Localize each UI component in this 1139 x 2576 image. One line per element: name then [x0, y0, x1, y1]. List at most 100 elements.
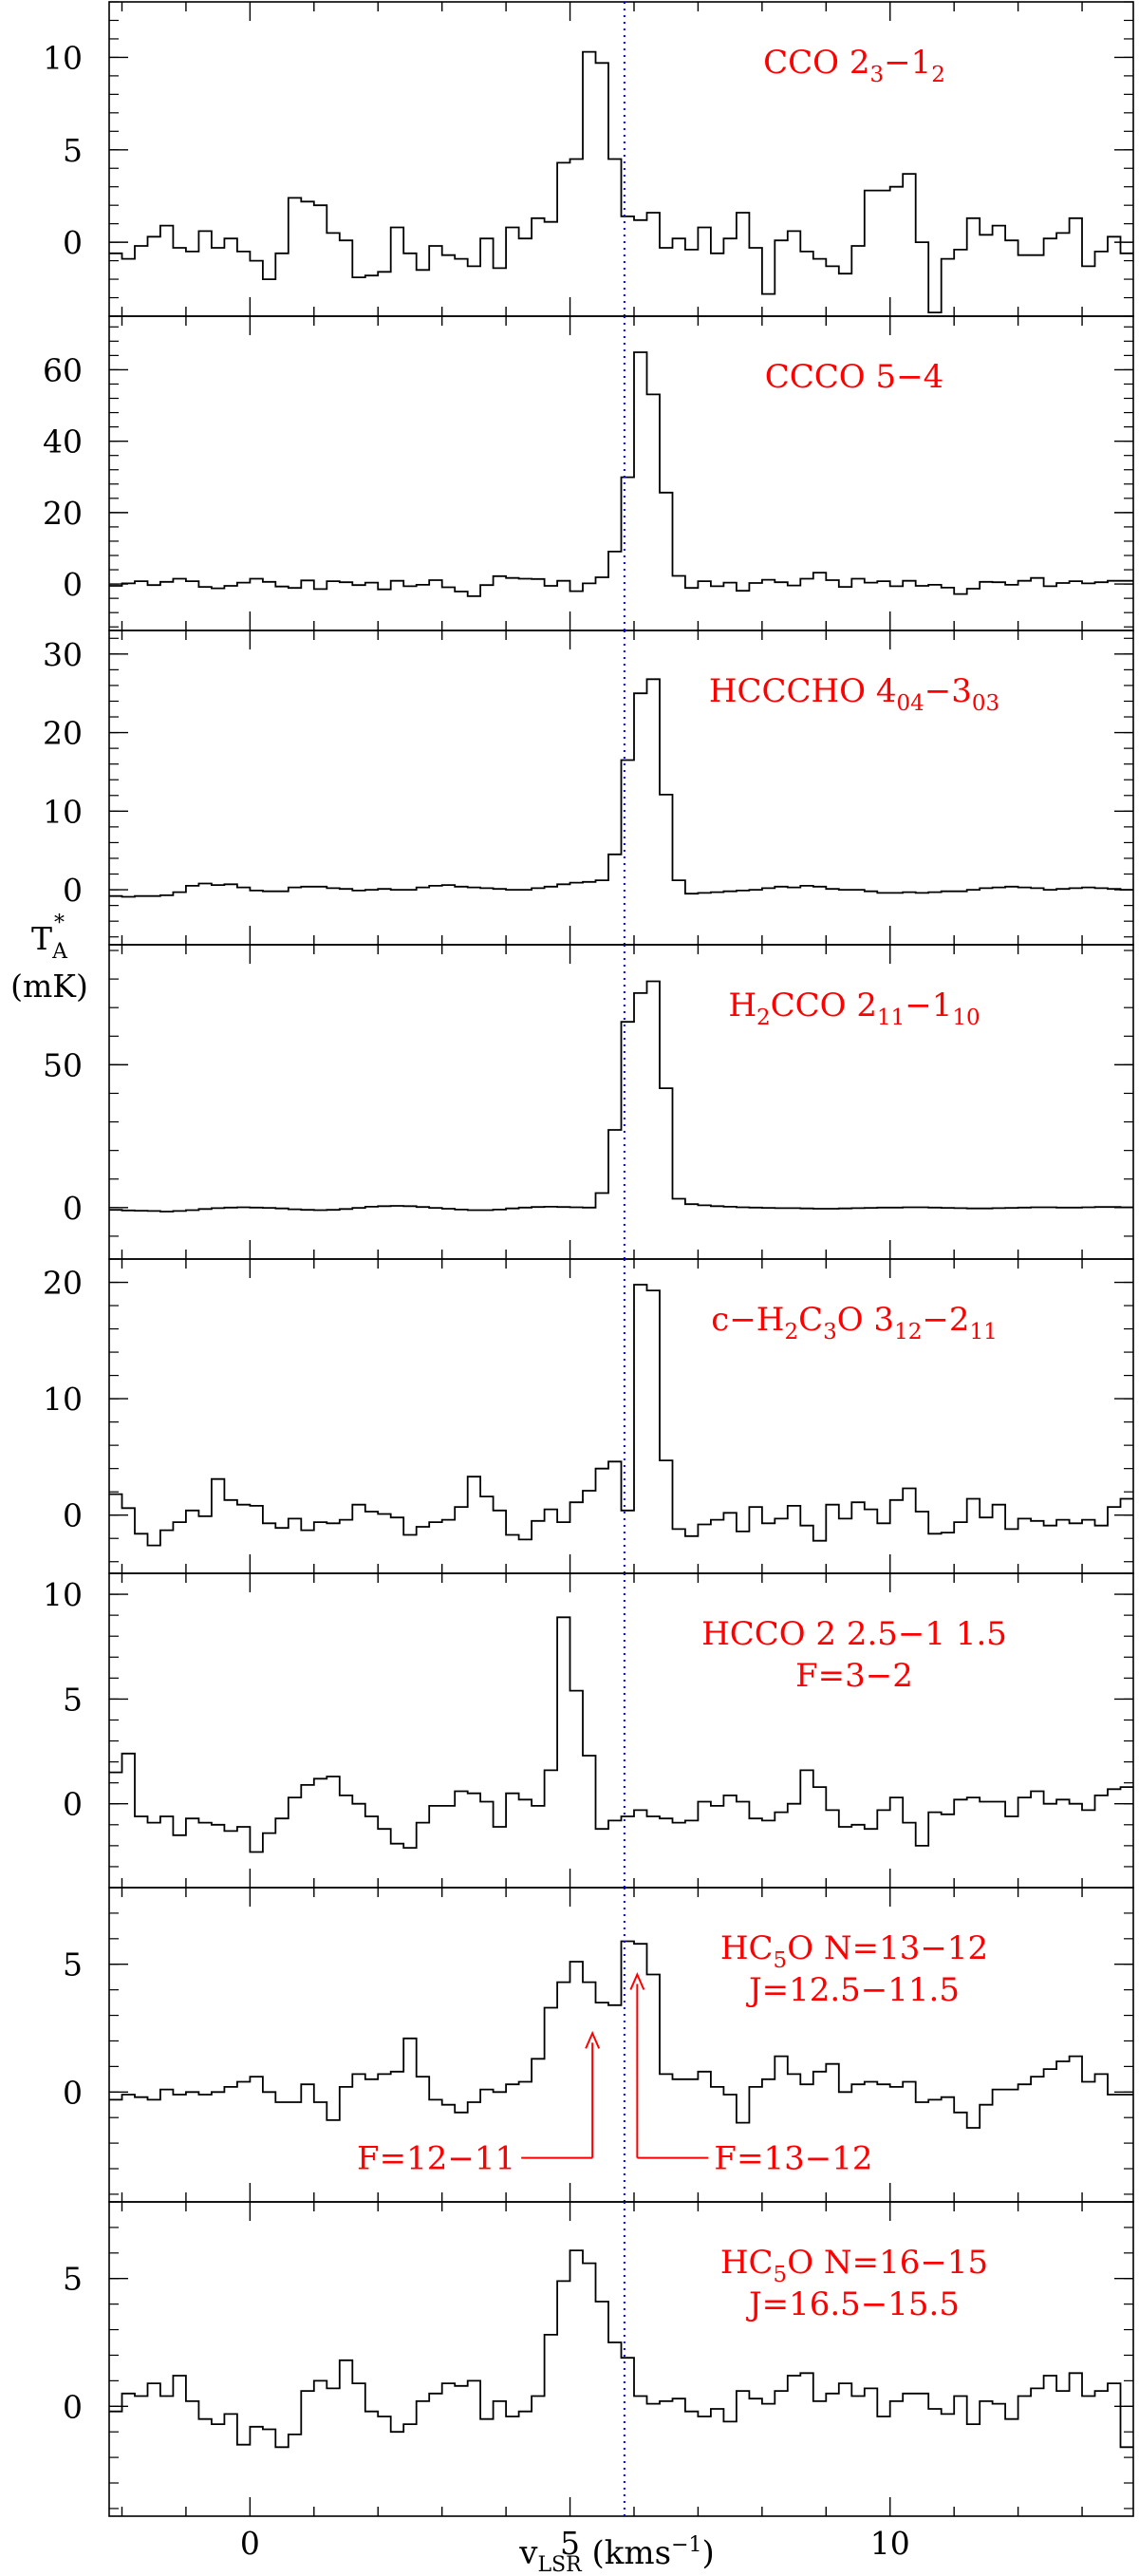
- spectrum-line: [109, 678, 1133, 898]
- y-axis-label-unit: (mK): [10, 968, 88, 1005]
- label-text: c−H: [711, 1301, 784, 1339]
- panel-frame: [108, 1258, 1134, 1574]
- label-text: CCCO 5−4: [765, 358, 943, 396]
- label-subscript: 11: [969, 1320, 997, 1344]
- label-text: O N=13−12: [787, 1929, 988, 1967]
- label-subscript: 3: [869, 63, 884, 87]
- y-tick-label: 5: [63, 132, 83, 169]
- transition-label-line2: J=16.5−15.5: [746, 2285, 960, 2323]
- label-text: HC: [720, 2244, 774, 2282]
- label-text: −3: [924, 672, 972, 710]
- y-tick-label: 10: [43, 1381, 83, 1418]
- y-tick-label: 5: [63, 1946, 83, 1984]
- label-text: J=12.5−11.5: [746, 1971, 960, 2009]
- y-tick-label: 0: [63, 1786, 83, 1823]
- label-text: C: [798, 1301, 823, 1339]
- label-subscript: 10: [952, 1006, 980, 1030]
- y-tick-label: 0: [63, 872, 83, 909]
- y-tick-label: 20: [43, 1265, 83, 1302]
- spectrum-line: [109, 1940, 1133, 2129]
- arrow-head-icon: [629, 1972, 645, 1990]
- y-tick-label: 10: [43, 39, 83, 76]
- spectrum-line: [109, 351, 1133, 597]
- x-axis-label: vLSR (kms−1): [518, 2533, 715, 2576]
- panel-3: 0 10 20 30 HCCCHO 404−303: [43, 630, 1134, 946]
- label-subscript: 2: [931, 63, 945, 87]
- y-tick-label: 40: [43, 423, 83, 461]
- panel-6: 0 5 10 HCCO 2 2.5−1 1.5 F=3−2: [43, 1572, 1134, 1889]
- transition-label: HC5O N=16−15: [720, 2244, 988, 2287]
- y-tick-label: 0: [63, 566, 83, 603]
- panel-1: 0 5 10 CCO 23−12: [43, 1, 1134, 317]
- transition-label-line2: F=3−2: [795, 1657, 913, 1695]
- annotation-label: F=12−11: [357, 2140, 515, 2178]
- spectrum-line: [109, 50, 1133, 313]
- label-subscript: 5: [774, 1948, 788, 1973]
- label-text: HC: [720, 1929, 774, 1967]
- spectrum-line: [109, 1616, 1133, 1853]
- x-axis-label-unit-close: ): [702, 2534, 715, 2572]
- panel-4: 0 50 H2CCO 211−110: [43, 944, 1134, 1260]
- spectrum-line: [109, 2249, 1133, 2449]
- transition-label: HC5O N=13−12: [720, 1929, 988, 1973]
- spectrum-line: [109, 1284, 1133, 1547]
- label-text: O N=16−15: [787, 2244, 988, 2282]
- x-tick-label: 0: [240, 2525, 260, 2562]
- label-text: −2: [922, 1301, 969, 1339]
- x-tick-label: 10: [870, 2525, 910, 2562]
- y-tick-label: 5: [63, 1681, 83, 1718]
- label-text: −1: [884, 44, 931, 82]
- y-axis-label-sup: *: [54, 912, 65, 935]
- label-subscript: 04: [896, 691, 924, 716]
- label-subscript: 2: [756, 1006, 771, 1030]
- label-text: HCCCHO 4: [709, 672, 897, 710]
- spectrum-line: [109, 980, 1133, 1213]
- transition-label: CCO 23−12: [763, 44, 945, 87]
- transition-label: H2CCO 211−110: [728, 987, 980, 1030]
- y-axis-label-sub: A: [51, 940, 68, 964]
- y-tick-label: 0: [63, 224, 83, 261]
- y-tick-label: 0: [63, 2074, 83, 2111]
- panel-2: 0 20 40 60 CCCO 5−4: [43, 315, 1134, 631]
- transition-label: HCCCHO 404−303: [709, 672, 999, 716]
- label-text: H: [728, 987, 756, 1025]
- panel-5: 0 10 20 c−H2C3O 312−211: [43, 1258, 1134, 1574]
- y-tick-label: 30: [43, 636, 83, 673]
- y-tick-label: 20: [43, 495, 83, 532]
- transition-label: c−H2C3O 312−211: [711, 1301, 998, 1344]
- y-tick-label: 10: [43, 1576, 83, 1613]
- y-tick-label: 50: [43, 1046, 83, 1083]
- annotation-2: F=13−12: [629, 1972, 872, 2178]
- x-tick-label: 5: [560, 2525, 580, 2562]
- label-subscript: 12: [894, 1320, 922, 1344]
- label-subscript: 5: [774, 2263, 788, 2287]
- panel-frame: [108, 2201, 1134, 2517]
- label-subscript: 03: [972, 691, 999, 716]
- y-tick-label: 10: [43, 793, 83, 830]
- label-text: HCCO 2 2.5−1 1.5: [701, 1615, 1007, 1653]
- label-text: F=3−2: [795, 1657, 913, 1695]
- y-tick-label: 5: [63, 2261, 83, 2298]
- y-axis-label: TA *: [31, 912, 68, 964]
- y-tick-label: 20: [43, 715, 83, 752]
- label-text: CCO 2: [763, 44, 869, 82]
- label-subscript: 3: [823, 1320, 837, 1344]
- transition-label: CCCO 5−4: [765, 358, 943, 396]
- panel-8: 05 HC5O N=16−15J=16.5−15.5: [63, 2201, 1134, 2517]
- arrow-head-icon: [585, 2030, 601, 2049]
- label-text: O 3: [837, 1301, 894, 1339]
- panel-7: 05 HC5O N=13−12J=12.5−11.5F=12−11 F=13−12: [63, 1887, 1134, 2203]
- transition-label-line2: J=12.5−11.5: [746, 1971, 960, 2009]
- label-text: −1: [905, 987, 952, 1025]
- transition-label: HCCO 2 2.5−1 1.5: [701, 1615, 1007, 1653]
- y-tick-label: 60: [43, 351, 83, 388]
- y-tick-label: 0: [63, 1190, 83, 1227]
- label-subscript: 11: [877, 1006, 905, 1030]
- x-axis-label-unit-sup: −1: [671, 2533, 701, 2557]
- label-subscript: 2: [784, 1320, 798, 1344]
- x-axis-label-sub: LSR: [537, 2553, 583, 2576]
- label-text: CCO 2: [771, 987, 877, 1025]
- annotation-1: F=12−11: [357, 2030, 601, 2178]
